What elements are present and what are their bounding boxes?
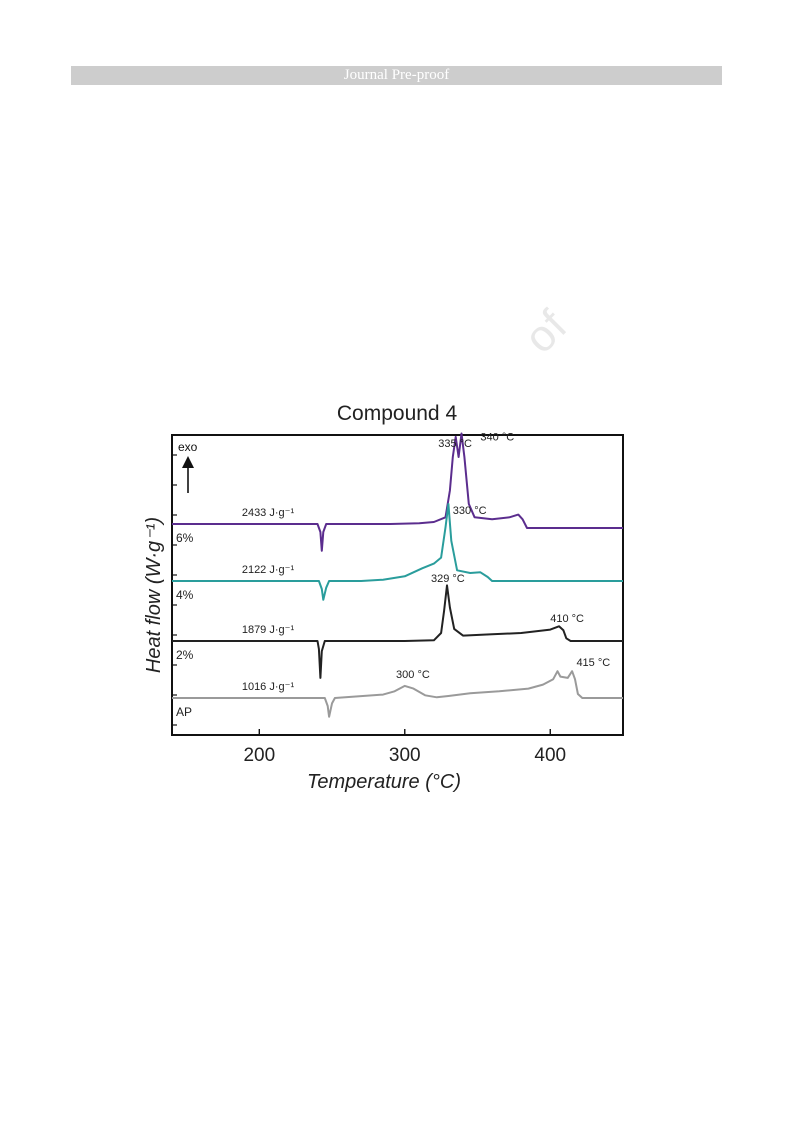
axis-ticks: 200 300 400 bbox=[172, 454, 566, 766]
traces bbox=[172, 432, 623, 718]
exo-label: exo bbox=[178, 440, 198, 454]
peak-annotation: 410 °C bbox=[550, 613, 584, 625]
series-line bbox=[172, 432, 623, 552]
journal-header-text: Journal Pre-proof bbox=[343, 67, 450, 83]
peak-annotation: 2433 J·g⁻¹ bbox=[242, 507, 295, 519]
series-name-label: AP bbox=[176, 705, 192, 719]
series-line bbox=[172, 584, 623, 679]
x-tick-label: 300 bbox=[389, 745, 421, 766]
peak-annotation: 2122 J·g⁻¹ bbox=[242, 564, 295, 576]
peak-annotation: 329 °C bbox=[431, 573, 465, 585]
peak-annotation: 300 °C bbox=[396, 669, 430, 681]
x-tick-label: 200 bbox=[243, 745, 275, 766]
plot-frame bbox=[171, 434, 624, 736]
series-line bbox=[172, 503, 623, 601]
x-tick-label: 400 bbox=[534, 745, 566, 766]
series-line bbox=[172, 670, 623, 718]
x-axis-label: Temperature (°C) bbox=[307, 771, 461, 793]
series-name-label: 6% bbox=[176, 531, 194, 545]
annotations: 6% 2433 J·g⁻¹ 335 °C 340 °C 4% 2122 J·g⁻¹ 330 … bbox=[176, 431, 610, 719]
peak-annotation: 1016 J·g⁻¹ bbox=[242, 681, 295, 693]
peak-annotation: 330 °C bbox=[453, 505, 487, 517]
peak-annotation: 415 °C bbox=[576, 657, 610, 669]
series-name-label: 2% bbox=[176, 648, 194, 662]
journal-header-bar: Journal Pre-proof bbox=[71, 66, 722, 85]
series-name-label: 4% bbox=[176, 588, 194, 602]
peak-annotation: 340 °C bbox=[480, 431, 514, 443]
chart-title: Compound 4 bbox=[337, 402, 458, 425]
watermark-text: of bbox=[515, 300, 578, 363]
peak-annotation: 335 °C bbox=[438, 438, 472, 450]
exo-arrow-icon bbox=[182, 456, 194, 493]
dsc-chart: Compound 4 200 300 400 6% 2433 J·g⁻¹ 335 °C 3… bbox=[143, 402, 624, 793]
peak-annotation: 1879 J·g⁻¹ bbox=[242, 624, 295, 636]
y-axis-label: Heat flow (W·g⁻¹) bbox=[143, 517, 165, 673]
